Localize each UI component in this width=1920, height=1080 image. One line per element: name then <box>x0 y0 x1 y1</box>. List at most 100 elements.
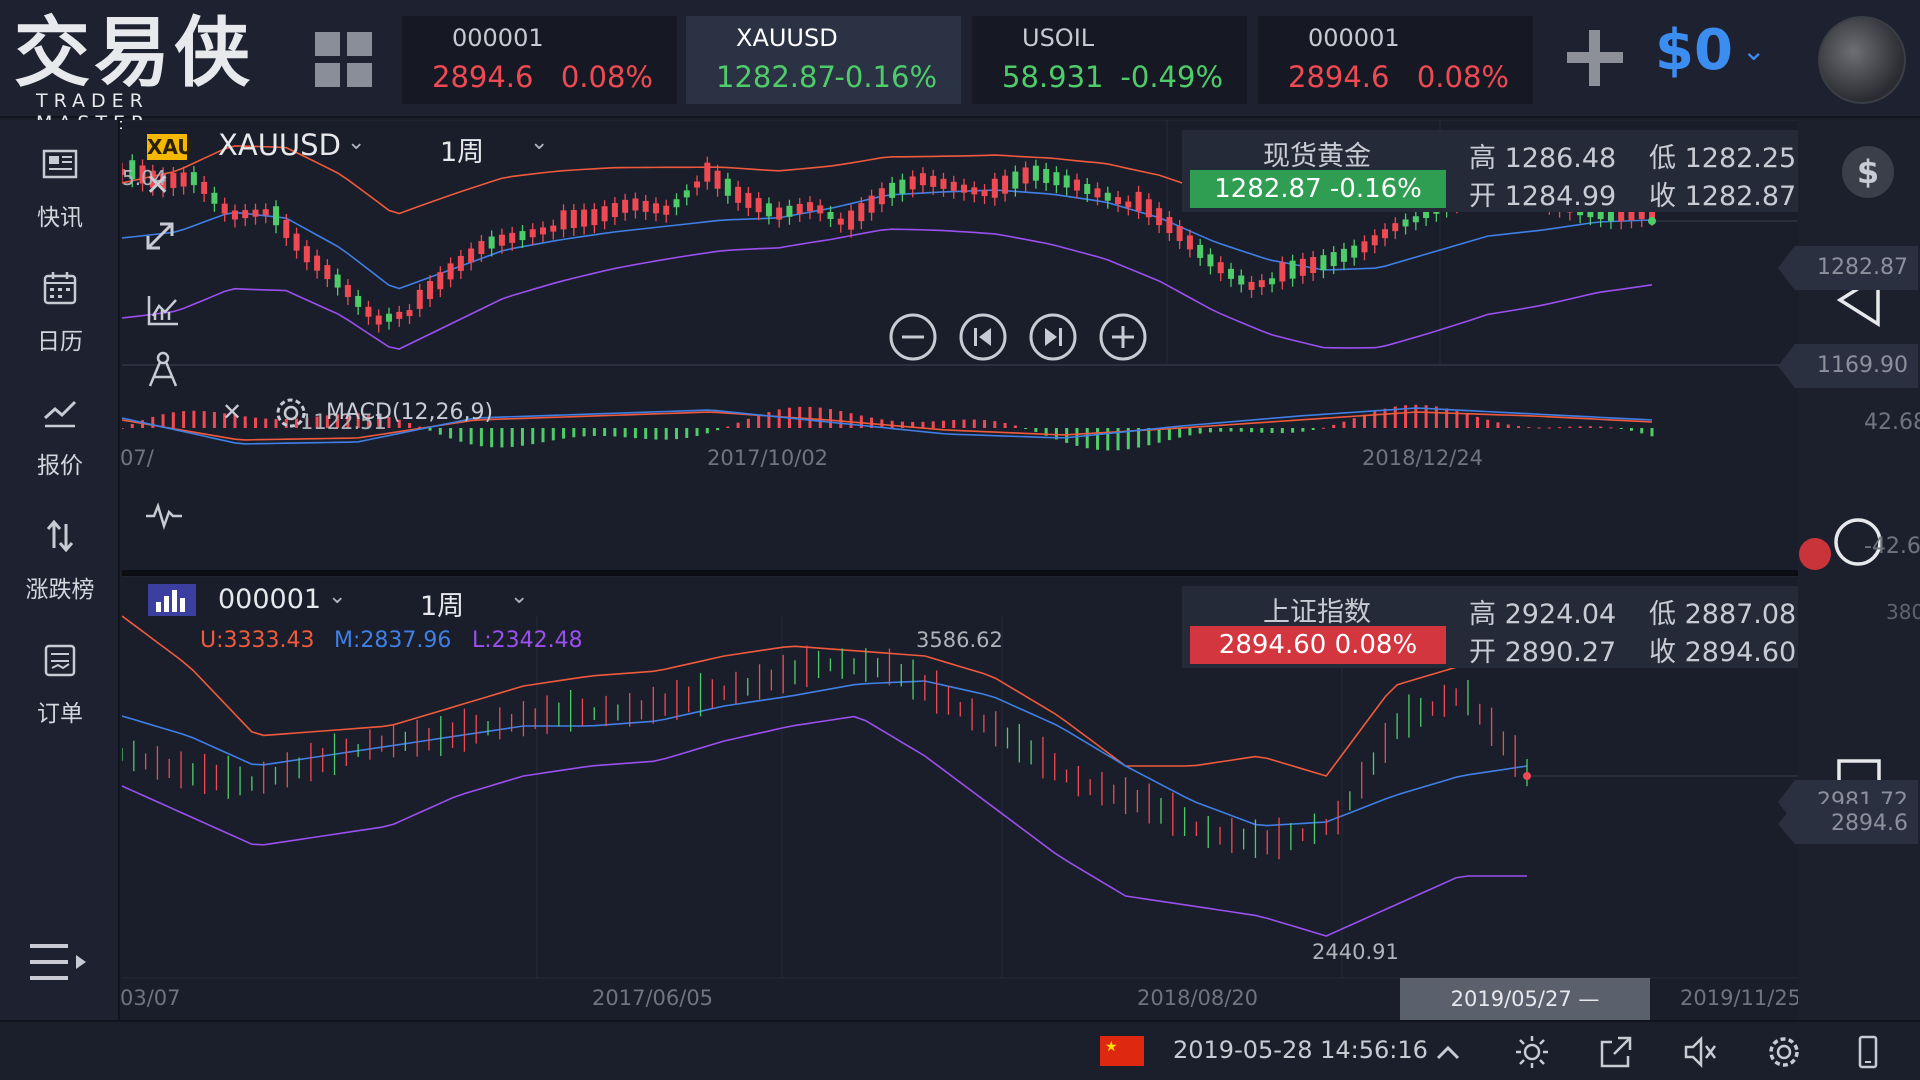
chevron-down-icon[interactable]: ⌄ <box>347 130 366 155</box>
sidebar-item-quotes[interactable]: 报价 <box>0 376 120 486</box>
ticker-tab-2[interactable]: USOIL 58.931 -0.49% <box>972 16 1247 104</box>
candle-body <box>1330 252 1337 267</box>
close-icon[interactable]: ✕ <box>222 398 243 426</box>
gear-icon[interactable] <box>1766 1034 1802 1070</box>
chevron-down-icon[interactable]: ⌄ <box>328 584 347 609</box>
macd-bar <box>562 428 566 439</box>
macd-bar <box>1414 404 1418 428</box>
ticker-change: 0.08% <box>1416 60 1509 94</box>
macd-bar <box>1188 428 1192 436</box>
ticker-symbol: USOIL <box>1022 24 1095 52</box>
chevron-down-icon[interactable]: ⌄ <box>510 584 529 609</box>
candle-body <box>889 182 896 198</box>
brightness-icon[interactable] <box>1514 1034 1550 1070</box>
peak-price-label: 3586.62 <box>916 628 1003 652</box>
period-selector[interactable]: 1周 <box>440 137 485 168</box>
skip-back-button[interactable] <box>958 312 1008 362</box>
candle-body <box>252 209 259 217</box>
macd-signal-line <box>122 411 1653 441</box>
macd-bar <box>551 428 555 441</box>
macd-bar <box>1609 427 1613 429</box>
macd-bar <box>685 428 689 438</box>
sidebar-item-label: 涨跌榜 <box>25 577 95 603</box>
macd-bar <box>377 415 381 428</box>
candle-body <box>160 173 167 190</box>
macd-bar <box>325 415 329 428</box>
bar-chart-icon[interactable] <box>148 584 196 616</box>
share-icon[interactable] <box>1598 1034 1634 1070</box>
svg-text:$: $ <box>1857 153 1879 191</box>
macd-bar <box>418 426 422 428</box>
pulse-icon[interactable] <box>144 500 184 530</box>
add-ticker-button[interactable] <box>1565 28 1625 88</box>
gear-icon[interactable] <box>274 396 308 430</box>
symbol-selector[interactable]: 000001 <box>218 584 322 615</box>
expand-icon[interactable] <box>144 220 176 252</box>
sidebar-item-label: 日历 <box>37 329 83 355</box>
sidebar-item-news[interactable]: 快讯 <box>0 128 120 238</box>
home-circle-icon[interactable] <box>1832 516 1884 568</box>
zoom-out-button[interactable] <box>888 312 938 362</box>
candle-body <box>509 232 516 243</box>
sidebar-item-orders[interactable]: 订单 <box>0 624 120 734</box>
candle-body <box>427 281 434 300</box>
skip-forward-button[interactable] <box>1028 312 1078 362</box>
macd-bar <box>952 420 956 428</box>
index-chart-canvas[interactable] <box>122 576 1798 1020</box>
ticker-tab-3[interactable]: 000001 2894.6 0.08% <box>1258 16 1533 104</box>
macd-bar <box>253 417 257 428</box>
ticker-tab-1[interactable]: XAUUSD 1282.87 -0.16% <box>686 16 961 104</box>
candle-body <box>591 209 598 226</box>
candle-body <box>919 173 926 186</box>
chevron-up-icon[interactable] <box>1430 1034 1466 1070</box>
ticker-tab-0[interactable]: 000001 2894.6 0.08% <box>402 16 677 104</box>
zoom-in-button[interactable] <box>1098 312 1148 362</box>
candle-body <box>1392 223 1399 232</box>
gold-chart-panel[interactable]: XAU XAUUSD ⌄ 1周 ⌄ 现货黄金 1282.87 -0.16% 高 … <box>120 120 1817 564</box>
avatar[interactable] <box>1818 16 1906 104</box>
macd-bar <box>613 428 617 437</box>
account-balance[interactable]: $0 <box>1655 18 1733 83</box>
candle-body <box>1361 241 1368 253</box>
phone-icon[interactable] <box>1850 1034 1886 1070</box>
drawing-tool-icon[interactable] <box>146 350 180 390</box>
macd-label[interactable]: MACD(12,26,9) <box>326 400 494 425</box>
macd-bar <box>705 428 709 434</box>
symbol-selector[interactable]: XAUUSD <box>218 128 341 162</box>
index-chart-panel[interactable]: 000001 ⌄ 1周 ⌄ U:3333.43 M:2837.96 L:2342… <box>120 570 1817 1020</box>
sidebar-item-calendar[interactable]: 日历 <box>0 252 120 362</box>
app-logo: 交易侠 TRADER MASTER <box>14 8 264 135</box>
sidebar-item-movers[interactable]: 涨跌榜 <box>0 500 120 610</box>
macd-bar <box>1393 406 1397 428</box>
candle-body <box>314 255 321 271</box>
close-icon[interactable]: ✕ <box>145 168 171 203</box>
candle-body <box>1269 278 1276 285</box>
gold-chart-canvas[interactable] <box>122 120 1798 564</box>
macd-bar <box>1013 425 1017 428</box>
macd-bar <box>531 428 535 445</box>
china-flag-icon[interactable]: ★ <box>1100 1036 1144 1066</box>
x-axis-label: 2018/12/24 <box>1362 446 1484 470</box>
menu-icon[interactable] <box>28 940 90 984</box>
indicator-chart-icon[interactable] <box>146 294 180 326</box>
logo-text: 交易侠 <box>14 8 254 97</box>
ticker-change: -0.49% <box>1120 60 1223 94</box>
dollar-icon[interactable]: $ <box>1840 144 1896 200</box>
macd-bar <box>1239 428 1243 432</box>
macd-bar <box>1208 428 1212 433</box>
period-selector[interactable]: 1周 <box>420 591 465 622</box>
macd-bar <box>931 421 935 428</box>
x-axis-label: 2018/08/20 <box>1137 986 1259 1010</box>
alert-icon[interactable] <box>1799 538 1831 570</box>
macd-bar <box>1527 427 1531 429</box>
grid-menu-icon[interactable] <box>315 32 373 88</box>
candle-body <box>724 178 731 196</box>
candle-body <box>755 198 762 213</box>
xau-badge: XAU <box>147 134 194 160</box>
candle-body <box>735 186 742 203</box>
candle-body <box>344 285 351 298</box>
ticker-price: 1282.87 <box>716 60 836 94</box>
chevron-down-icon[interactable]: ⌄ <box>1742 34 1766 67</box>
chevron-down-icon[interactable]: ⌄ <box>530 130 549 155</box>
sound-off-icon[interactable] <box>1682 1034 1718 1070</box>
